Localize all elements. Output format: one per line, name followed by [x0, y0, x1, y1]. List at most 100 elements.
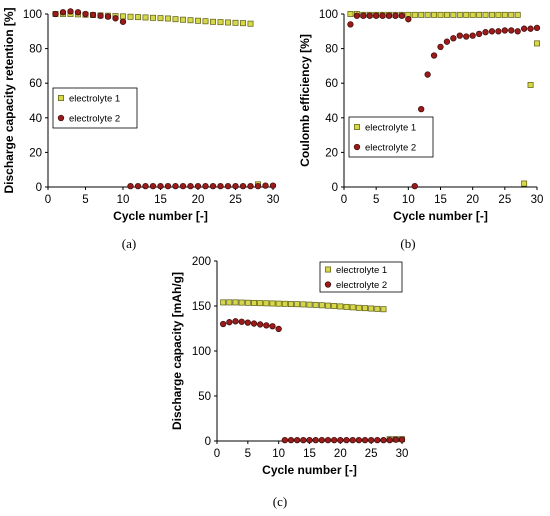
legend-label: electrolyte 1 — [69, 94, 120, 105]
data-point-electrolyte-2 — [97, 12, 104, 19]
legend: electrolyte 1 electrolyte 2 — [52, 87, 138, 129]
data-point-electrolyte-1 — [374, 305, 381, 312]
y-tick-label: 80 — [325, 44, 338, 56]
legend: electrolyte 1 electrolyte 2 — [348, 116, 434, 158]
data-point-electrolyte-1 — [443, 11, 450, 18]
y-tick-label: 0 — [332, 182, 338, 194]
x-tick-label: 25 — [498, 194, 511, 206]
data-point-electrolyte-1 — [368, 305, 375, 312]
y-tick-label: 200 — [192, 256, 211, 268]
data-point-electrolyte-2 — [269, 182, 277, 189]
data-point-electrolyte-2 — [418, 105, 425, 113]
data-point-electrolyte-2 — [520, 25, 528, 32]
data-point-electrolyte-1 — [220, 299, 227, 306]
data-point-electrolyte-1 — [418, 11, 425, 18]
x-tick-label: 20 — [334, 448, 347, 460]
data-point-electrolyte-1 — [318, 302, 325, 309]
data-point-electrolyte-2 — [469, 32, 476, 39]
legend-marker — [57, 114, 65, 122]
legend-box — [52, 87, 138, 129]
x-tick-label: 30 — [267, 194, 280, 206]
data-point-electrolyte-1 — [306, 301, 313, 308]
y-tick-label: 80 — [29, 44, 42, 56]
data-point-electrolyte-2 — [164, 182, 172, 190]
data-point-electrolyte-2 — [368, 436, 375, 444]
data-point-electrolyte-2 — [306, 436, 313, 444]
data-point-electrolyte-2 — [450, 35, 457, 42]
x-axis-label: Cycle number [-] — [113, 209, 208, 223]
data-point-electrolyte-2 — [463, 33, 470, 40]
data-point-electrolyte-2 — [232, 318, 239, 325]
data-point-electrolyte-2 — [202, 182, 209, 190]
data-point-electrolyte-1 — [210, 18, 216, 25]
data-point-electrolyte-2 — [119, 18, 127, 25]
chart-panel-1: 0 20 40 60 80 100 0 5 10 15 20 25 30 Cycle number [-]… — [2, 7, 279, 251]
data-point-electrolyte-1 — [355, 304, 362, 311]
data-point-electrolyte-1 — [135, 14, 141, 21]
x-tick-label: 10 — [272, 448, 285, 460]
data-point-electrolyte-2 — [74, 9, 82, 16]
x-tick-label: 15 — [434, 194, 447, 206]
data-point-electrolyte-2 — [262, 182, 269, 189]
y-tick-label: 20 — [325, 147, 338, 159]
data-point-electrolyte-2 — [355, 436, 362, 444]
legend-marker — [324, 281, 332, 288]
data-point-electrolyte-2 — [209, 182, 217, 190]
data-point-electrolyte-2 — [149, 182, 157, 190]
data-point-electrolyte-2 — [349, 436, 356, 444]
data-point-electrolyte-2 — [82, 10, 89, 18]
data-point-electrolyte-2 — [247, 182, 254, 190]
legend-label: electrolyte 1 — [365, 123, 416, 134]
data-point-electrolyte-1 — [312, 301, 319, 308]
data-point-electrolyte-2 — [104, 13, 112, 20]
data-point-electrolyte-2 — [250, 320, 258, 327]
data-point-electrolyte-1 — [362, 305, 368, 312]
data-point-electrolyte-1 — [269, 300, 276, 307]
data-point-electrolyte-1 — [456, 11, 463, 18]
x-tick-label: 20 — [192, 194, 205, 206]
data-point-electrolyte-2 — [269, 323, 276, 330]
data-point-electrolyte-2 — [134, 182, 142, 190]
data-point-electrolyte-1 — [463, 11, 470, 18]
y-tick-label: 20 — [29, 147, 42, 159]
data-point-electrolyte-2 — [157, 182, 164, 190]
data-point-electrolyte-1 — [244, 299, 251, 306]
data-point-electrolyte-1 — [172, 16, 179, 23]
data-point-electrolyte-1 — [337, 303, 344, 310]
data-point-electrolyte-2 — [398, 436, 406, 443]
y-tick-label: 100 — [319, 9, 338, 21]
y-tick-label: 100 — [23, 9, 42, 21]
data-point-electrolyte-2 — [488, 28, 496, 35]
data-point-electrolyte-2 — [437, 43, 444, 51]
data-point-electrolyte-2 — [533, 24, 541, 31]
data-point-electrolyte-2 — [379, 12, 386, 19]
data-point-electrolyte-1 — [527, 81, 534, 88]
data-point-electrolyte-2 — [360, 12, 367, 19]
data-point-electrolyte-2 — [386, 436, 393, 444]
x-tick-label: 5 — [82, 194, 88, 206]
data-point-electrolyte-2 — [59, 9, 67, 16]
data-point-electrolyte-1 — [508, 11, 515, 18]
data-point-electrolyte-1 — [469, 11, 476, 18]
data-point-electrolyte-1 — [226, 299, 233, 306]
x-axis-label: Cycle number [-] — [393, 209, 488, 223]
data-point-electrolyte-2 — [456, 32, 463, 39]
data-point-electrolyte-1 — [157, 15, 164, 22]
data-point-electrolyte-2 — [405, 16, 412, 23]
data-point-electrolyte-2 — [392, 436, 399, 443]
panel-label: (b) — [400, 236, 415, 251]
data-point-electrolyte-2 — [67, 8, 74, 15]
y-tick-label: 150 — [192, 301, 211, 313]
y-axis-label: Coulomb efficiency [%] — [298, 34, 312, 167]
data-point-electrolyte-2 — [52, 10, 59, 18]
data-point-electrolyte-2 — [392, 12, 399, 19]
data-point-electrolyte-1 — [411, 11, 418, 18]
series-2 — [220, 318, 406, 444]
data-point-electrolyte-2 — [343, 436, 350, 444]
legend-label: electrolyte 2 — [69, 114, 120, 125]
y-tick-label: 60 — [325, 78, 338, 90]
legend-marker — [325, 266, 331, 273]
data-point-electrolyte-2 — [411, 182, 418, 190]
series-2 — [347, 12, 541, 190]
